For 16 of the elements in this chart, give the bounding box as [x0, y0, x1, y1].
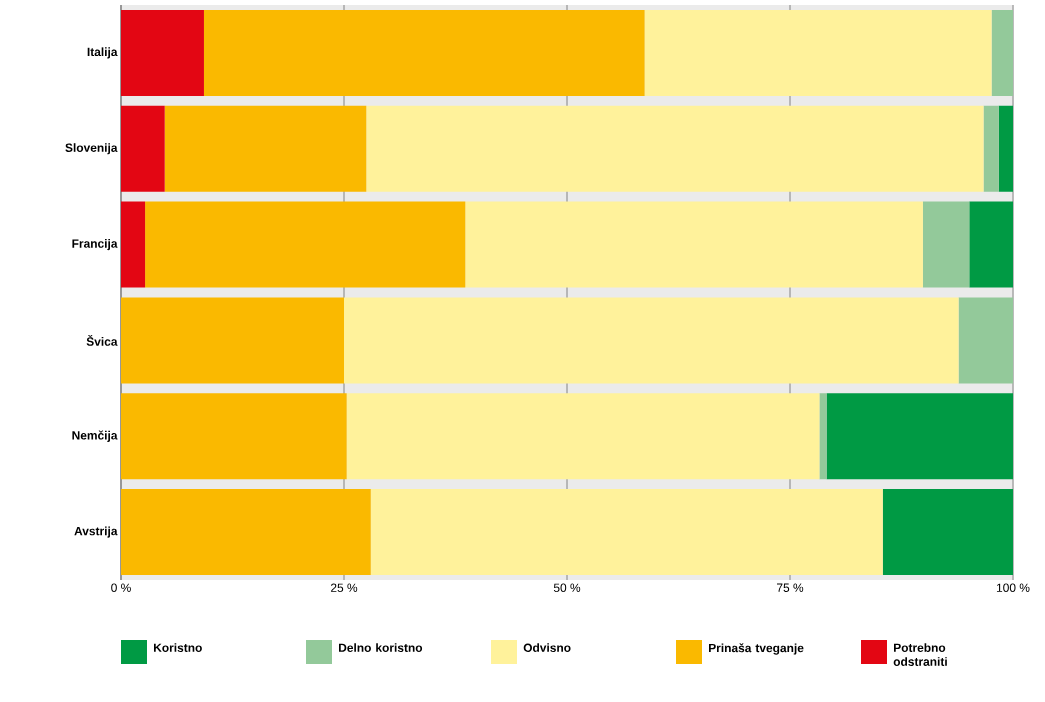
y-tick-label: Nemčija — [72, 430, 118, 442]
y-tick-label: Slovenija — [65, 143, 118, 155]
x-tick-label: 75 % — [776, 583, 804, 592]
legend-label: Delno koristno — [339, 643, 423, 652]
y-tick-label: Avstrija — [74, 526, 118, 538]
legend-label: Odvisno — [523, 643, 571, 652]
y-tick-label: Švica — [86, 335, 118, 346]
y-tick-label: Italija — [87, 47, 118, 59]
x-tick-label: 50 % — [553, 583, 581, 592]
x-tick-label: 100 % — [996, 583, 1030, 592]
legend-label: Koristno — [154, 643, 202, 652]
x-tick-label: 25 % — [330, 583, 358, 592]
legend-label: Prinaša tveganje — [709, 643, 804, 655]
y-tick-label: Francija — [72, 239, 118, 251]
legend-label: Potrebno odstraniti — [893, 643, 947, 666]
x-tick-label: 0 % — [111, 583, 131, 592]
